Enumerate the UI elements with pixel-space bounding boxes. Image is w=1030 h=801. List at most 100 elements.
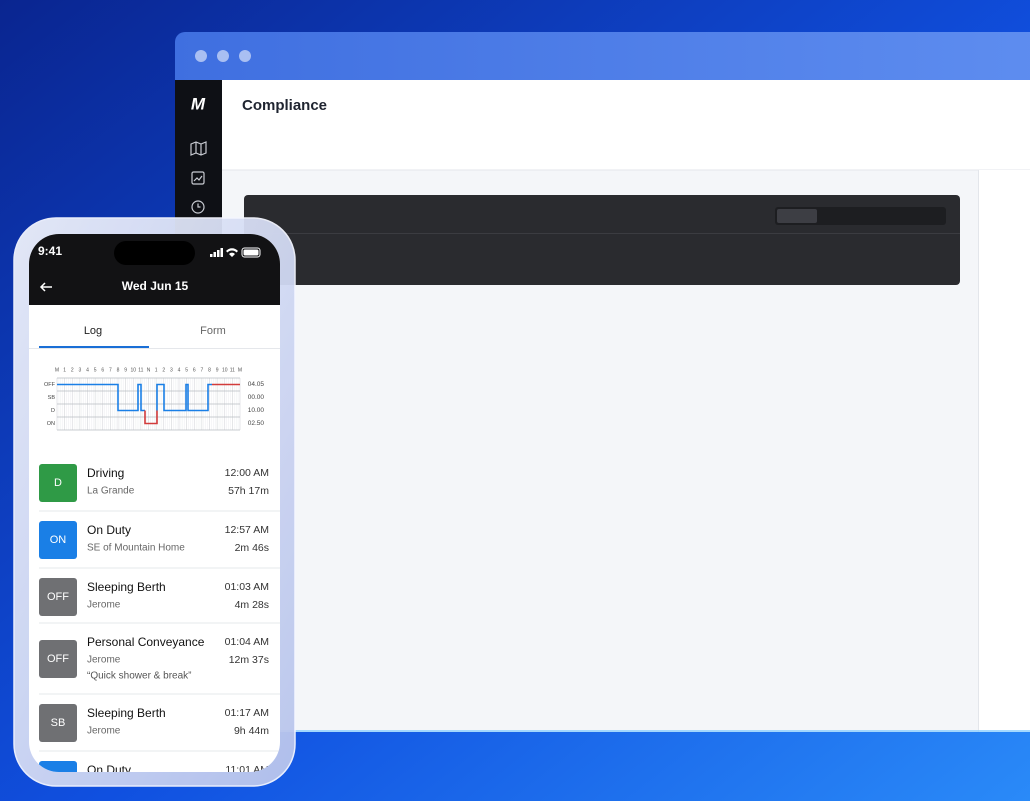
- hour-label: 9: [124, 367, 127, 373]
- event-time: 01:17 AM: [225, 707, 269, 719]
- status-total: 10.00: [248, 407, 265, 414]
- map-icon[interactable]: [190, 141, 207, 156]
- status-label: ON: [47, 421, 55, 427]
- status-label: OFF: [44, 382, 56, 388]
- hour-label: 10: [222, 367, 228, 373]
- event-badge[interactable]: [39, 464, 77, 502]
- chart-icon[interactable]: [191, 171, 205, 185]
- battery: [241, 247, 261, 258]
- hour-label: 7: [200, 367, 203, 373]
- event-time: 01:03 AM: [225, 581, 269, 593]
- signal-bar: [217, 250, 220, 257]
- app-title: Compliance: [242, 97, 327, 114]
- hour-label: 3: [170, 367, 173, 373]
- hour-label: 5: [185, 367, 188, 373]
- event-duration: 2m 46s: [235, 542, 269, 554]
- hour-label: M: [55, 367, 59, 373]
- event-time: 11:01 AM: [225, 764, 269, 776]
- duty-line-violation: [144, 410, 158, 425]
- back-arrow[interactable]: [39, 282, 52, 292]
- hour-label: 2: [162, 367, 165, 373]
- hour-label: 4: [86, 367, 89, 373]
- hour-label: 6: [193, 367, 196, 373]
- browser-window: M Compliance: [175, 32, 1030, 732]
- status-time: 9:41: [38, 244, 62, 258]
- event-duration: 57h 17m: [228, 485, 269, 497]
- window-dot: [217, 50, 229, 62]
- event-time: 12:57 AM: [225, 524, 269, 536]
- window-dot: [195, 50, 207, 62]
- hour-label: 3: [78, 367, 81, 373]
- hour-label: 9: [216, 367, 219, 373]
- duty-line: [57, 383, 145, 412]
- event-time: 12:00 AM: [225, 467, 269, 479]
- event-badge[interactable]: [39, 704, 77, 742]
- title-bar: [175, 32, 1030, 80]
- event-title[interactable]: On Duty: [87, 763, 131, 777]
- status-total: 02.50: [248, 420, 265, 427]
- hour-label: 11: [230, 367, 235, 373]
- header: [222, 80, 1030, 170]
- event-time: 01:04 AM: [225, 636, 269, 648]
- event-badge[interactable]: [39, 578, 77, 616]
- hour-label: 5: [94, 367, 97, 373]
- window-dot: [239, 50, 251, 62]
- phone-tab[interactable]: Log: [84, 325, 102, 337]
- event-location: Jerome: [87, 655, 121, 666]
- hour-label: 10: [130, 367, 136, 373]
- badge-label: OFF: [47, 591, 69, 603]
- hour-label: 1: [155, 367, 158, 373]
- status-icons: [210, 247, 261, 258]
- wifi-icon: [226, 248, 238, 257]
- status-label: D: [51, 408, 55, 414]
- clock-icon[interactable]: [191, 200, 205, 214]
- signal-bar: [210, 254, 213, 257]
- hour-label: N: [147, 367, 151, 373]
- battery-level: [243, 249, 259, 256]
- event-location: SE of Mountain Home: [87, 543, 185, 554]
- logo: M: [191, 94, 206, 113]
- side-panel: [978, 170, 1030, 732]
- event-title[interactable]: On Duty: [87, 523, 131, 537]
- hour-label: 8: [208, 367, 211, 373]
- event-title[interactable]: Sleeping Berth: [87, 580, 166, 594]
- duty-line: [156, 383, 212, 412]
- event-title[interactable]: Sleeping Berth: [87, 706, 166, 720]
- status-label: SB: [48, 395, 56, 401]
- event-location: Jerome: [87, 600, 121, 611]
- event-title[interactable]: Personal Conveyance: [87, 635, 205, 649]
- event-badge[interactable]: [39, 640, 77, 678]
- badge-label: D: [54, 477, 62, 489]
- event-note: “Quick shower & break”: [87, 671, 191, 682]
- event-duration: 12m 37s: [229, 654, 269, 666]
- badge-label: ON: [50, 534, 67, 546]
- summary-divider: [244, 233, 960, 234]
- phone-tab[interactable]: Form: [200, 325, 226, 337]
- hour-label: 11: [138, 367, 143, 373]
- event-location: Jerome: [87, 726, 121, 737]
- notch: [114, 241, 195, 265]
- sidebar-icons: [190, 141, 207, 214]
- phone-date: Wed Jun 15: [122, 279, 189, 293]
- status-total: 04.05: [248, 381, 265, 388]
- badge-label: SB: [51, 717, 66, 729]
- hour-label: 8: [117, 367, 120, 373]
- event-duration: 9h 44m: [234, 725, 269, 737]
- status-total: 00.00: [248, 394, 265, 401]
- period-switch: [775, 207, 946, 225]
- chart-icon-line: [193, 175, 203, 182]
- event-title[interactable]: Driving: [87, 466, 124, 480]
- signal-bar: [213, 252, 216, 257]
- hour-label: 2: [71, 367, 74, 373]
- clock-hand: [197, 203, 201, 208]
- hour-label: M: [238, 367, 242, 373]
- tab-underline: [39, 346, 149, 348]
- screen-bg: [29, 234, 280, 772]
- event-badge[interactable]: [39, 521, 77, 559]
- hour-label: 4: [178, 367, 181, 373]
- hour-label: 1: [63, 367, 66, 373]
